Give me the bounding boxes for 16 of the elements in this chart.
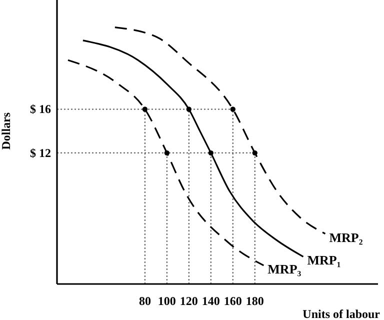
x-tick-label: 80 [138,294,151,308]
x-tick-label: 160 [224,294,242,308]
series-label: MRP₁ [307,252,341,268]
line-series [114,26,326,235]
x-tick-label: 180 [246,294,264,308]
x-tick-label: 140 [202,294,220,308]
x-tick-label: 120 [180,294,198,308]
series-label: MRP₃ [268,261,302,276]
line-series [67,59,264,266]
series-label: MRP₂ [329,230,363,245]
x-tick-label: 100 [158,294,176,308]
y-tick-label: $ 16 [30,102,51,116]
x-axis-title: Units of labour [302,307,381,320]
line-series [82,40,304,258]
y-axis-title: Dollars [0,112,13,150]
y-tick-label: $ 12 [30,146,51,160]
